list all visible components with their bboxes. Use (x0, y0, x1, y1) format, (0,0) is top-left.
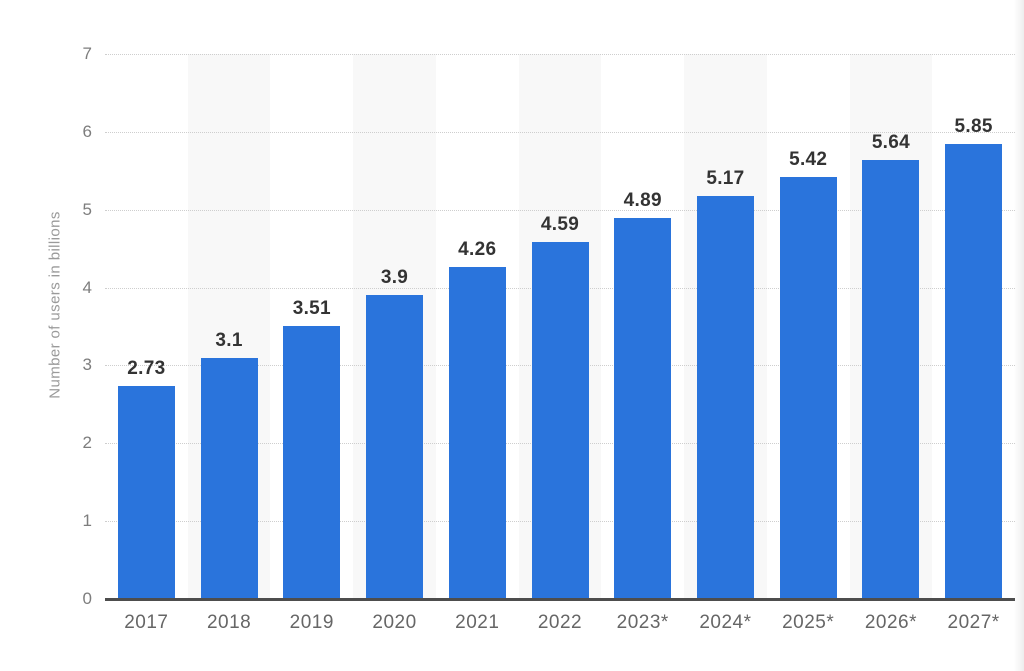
bar-value-label: 3.9 (380, 267, 409, 289)
x-axis-line (105, 598, 1015, 601)
y-axis-tick-label: 4 (82, 277, 92, 297)
bar-value-label: 4.89 (623, 190, 662, 212)
x-axis-tick-label: 2023* (616, 612, 669, 633)
x-axis-tick-label: 2024* (699, 612, 752, 633)
bar[interactable] (200, 357, 258, 599)
y-axis-tick-label: 0 (82, 589, 92, 608)
gridline (105, 209, 1015, 211)
x-axis-tick-label: 2017 (124, 612, 169, 633)
y-axis-tick-label: 5 (82, 199, 92, 219)
x-axis-tick-label: 2026* (864, 612, 917, 633)
y-axis-tick-label: 1 (82, 511, 92, 531)
y-axis-tick-label: 6 (82, 121, 92, 141)
bar[interactable] (779, 177, 837, 599)
x-axis-tick-label: 2018 (206, 612, 252, 633)
bar-value-label: 4.26 (458, 239, 497, 261)
bar[interactable] (862, 159, 920, 599)
bar[interactable] (945, 143, 1003, 599)
bar-value-label: 5.42 (789, 149, 828, 170)
bar[interactable] (117, 386, 175, 599)
x-axis-tick-label: 2022 (537, 612, 583, 633)
bar[interactable] (531, 241, 589, 599)
gridline (105, 131, 1015, 133)
y-axis-tick-label: 3 (82, 355, 92, 375)
bar-value-label: 4.59 (540, 213, 580, 235)
gridline (105, 54, 1015, 55)
y-axis-tick-label: 2 (82, 433, 92, 453)
bar-value-label: 5.17 (706, 168, 745, 190)
bar-value-label: 3.51 (292, 297, 331, 319)
bar-value-label: 3.1 (215, 329, 243, 351)
bar[interactable] (696, 196, 754, 599)
x-axis-tick-label: 2019 (289, 612, 334, 633)
bar[interactable] (614, 218, 672, 599)
y-axis-tick-label: 7 (82, 44, 92, 63)
bar-value-label: 5.85 (954, 115, 993, 137)
x-axis-tick-label: 2021 (455, 612, 500, 633)
bar[interactable] (366, 295, 424, 599)
bar-value-label: 2.73 (127, 358, 166, 380)
x-axis-tick-label: 2020 (372, 612, 417, 633)
page-right-edge (1014, 0, 1024, 671)
bar[interactable] (283, 325, 341, 599)
bar[interactable] (448, 267, 506, 599)
x-axis-tick-label: 2025* (782, 612, 835, 633)
x-axis-tick-label: 2027* (947, 612, 1000, 633)
bar-value-label: 5.64 (871, 131, 910, 153)
